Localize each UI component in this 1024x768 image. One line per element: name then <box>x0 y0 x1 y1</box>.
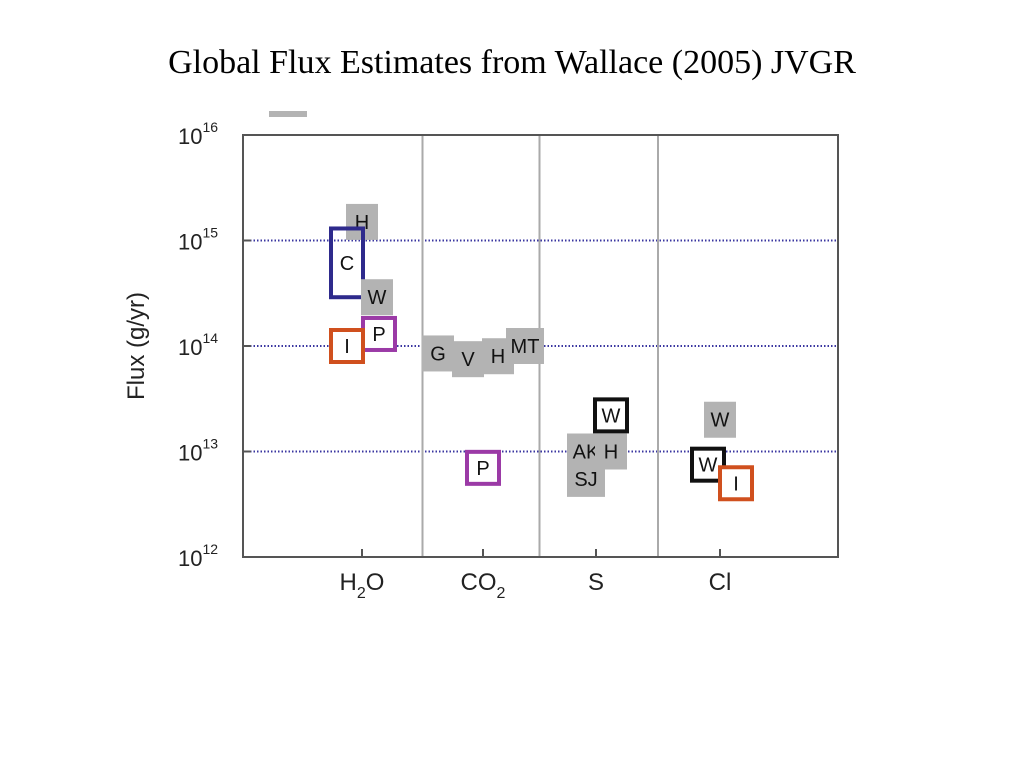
marker-fill <box>704 401 736 438</box>
marker-label: MT <box>511 336 540 358</box>
data-point-w: W <box>690 446 726 483</box>
data-point-g: G <box>422 335 454 372</box>
marker-fill <box>452 341 484 378</box>
y-tick-label: 1015 <box>178 225 218 255</box>
marker-label: W <box>699 455 718 477</box>
marker-label: C <box>340 253 354 275</box>
x-axis-categories: H2O CO2 S Cl <box>340 549 732 602</box>
data-point-h: H <box>595 433 627 470</box>
marker-label: SJ <box>574 469 597 491</box>
data-point-i: I <box>718 465 754 502</box>
y-tick-label: 1014 <box>178 330 218 360</box>
data-point-i: I <box>329 328 365 364</box>
marker-box <box>593 397 629 434</box>
y-axis-ticks: 1012 1013 1014 1015 1016 <box>178 119 251 571</box>
marker-label: W <box>368 287 387 309</box>
y-tick-label: 1013 <box>178 436 218 466</box>
x-category-label: H2O <box>340 569 385 602</box>
marker-label: H <box>491 346 505 368</box>
data-point-mt: MT <box>506 328 544 364</box>
marker-fill <box>361 279 393 316</box>
x-category-label: S <box>588 569 604 596</box>
marker-label: AK <box>573 442 600 464</box>
x-category-label: CO2 <box>461 569 506 602</box>
legend-swatch <box>269 111 307 117</box>
data-point-sj: SJ <box>567 460 605 497</box>
marker-box <box>329 328 365 364</box>
data-point-p: P <box>361 315 397 352</box>
marker-label: W <box>602 405 621 427</box>
data-point-c: C <box>329 226 365 300</box>
slide-title: Global Flux Estimates from Wallace (2005… <box>168 44 856 81</box>
y-axis-label: Flux (g/yr) <box>123 292 150 400</box>
marker-box <box>690 446 726 483</box>
marker-fill <box>422 335 454 372</box>
marker-label: I <box>733 473 739 495</box>
data-point-w: W <box>361 279 393 316</box>
marker-label: V <box>461 349 475 371</box>
range-box <box>329 226 365 300</box>
data-point-p: P <box>465 449 501 486</box>
data-point-w: W <box>593 397 629 434</box>
marker-label: I <box>344 336 350 358</box>
marker-label: H <box>604 442 618 464</box>
data-point-v: V <box>452 341 484 378</box>
marker-box <box>361 315 397 352</box>
data-point-w: W <box>704 401 736 438</box>
y-tick-label: 1016 <box>178 119 218 149</box>
y-tick-label: 1012 <box>178 541 218 571</box>
marker-label: W <box>711 410 730 432</box>
marker-label: P <box>476 458 489 480</box>
marker-label: G <box>430 343 446 365</box>
marker-fill <box>567 460 605 497</box>
x-category-label: Cl <box>709 569 732 596</box>
marker-box <box>718 465 754 502</box>
marker-fill <box>506 328 544 364</box>
marker-box <box>465 449 501 486</box>
marker-label: P <box>372 324 385 346</box>
